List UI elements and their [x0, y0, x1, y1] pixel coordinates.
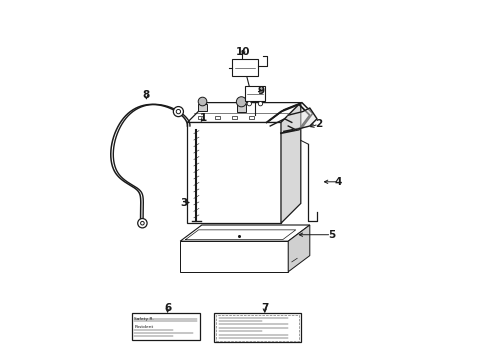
FancyBboxPatch shape [132, 313, 200, 340]
FancyBboxPatch shape [232, 116, 237, 119]
Text: Safety R.: Safety R. [134, 317, 154, 321]
Circle shape [258, 102, 263, 106]
Circle shape [176, 109, 180, 114]
Polygon shape [281, 103, 301, 223]
Text: 1: 1 [200, 113, 207, 123]
Text: 4: 4 [335, 177, 343, 187]
Text: 3: 3 [180, 198, 188, 208]
Text: 10: 10 [236, 47, 250, 57]
FancyBboxPatch shape [232, 59, 258, 76]
Polygon shape [288, 225, 310, 272]
FancyBboxPatch shape [245, 86, 265, 101]
Text: 6: 6 [164, 303, 171, 313]
FancyBboxPatch shape [215, 313, 301, 342]
FancyBboxPatch shape [198, 116, 203, 119]
Text: 7: 7 [261, 303, 269, 313]
Text: 9: 9 [258, 86, 265, 96]
Circle shape [198, 97, 207, 106]
Circle shape [138, 219, 147, 228]
FancyBboxPatch shape [187, 122, 281, 223]
Polygon shape [187, 103, 301, 122]
Circle shape [141, 221, 144, 225]
Circle shape [236, 97, 246, 107]
Text: 2: 2 [315, 119, 322, 129]
FancyBboxPatch shape [249, 116, 254, 119]
FancyBboxPatch shape [198, 104, 207, 111]
Polygon shape [180, 241, 288, 272]
Circle shape [247, 102, 251, 106]
FancyBboxPatch shape [237, 104, 246, 112]
Polygon shape [288, 108, 317, 130]
Text: Postdent: Postdent [134, 325, 154, 329]
Text: 8: 8 [143, 90, 149, 100]
FancyBboxPatch shape [215, 116, 220, 119]
Polygon shape [180, 225, 310, 241]
Circle shape [173, 107, 183, 117]
Text: 5: 5 [328, 230, 335, 240]
